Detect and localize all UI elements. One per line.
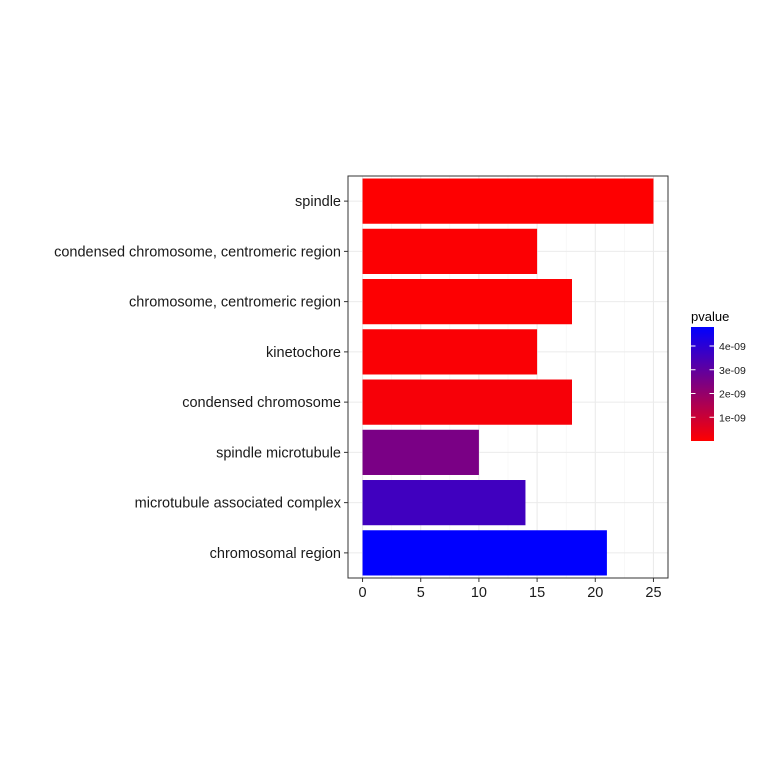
- bar: [362, 228, 538, 274]
- y-tick-label: condensed chromosome, centromeric region: [54, 244, 341, 260]
- legend-title: pvalue: [691, 309, 729, 324]
- y-tick-label: spindle microtubule: [216, 445, 341, 461]
- legend-tick-label: 1e-09: [719, 412, 746, 424]
- bars: [362, 178, 654, 576]
- bar: [362, 429, 479, 475]
- panel-border: [347, 175, 669, 579]
- bar: [362, 279, 572, 325]
- x-tick-label: 5: [417, 585, 425, 601]
- y-tick-label: spindle: [295, 194, 341, 210]
- x-tick-label: 20: [587, 585, 603, 601]
- y-tick-label: condensed chromosome: [182, 395, 341, 411]
- bar: [362, 530, 607, 576]
- legend-colorbar: [691, 327, 714, 441]
- legend-tick-label: 3e-09: [719, 365, 746, 377]
- y-tick-label: microtubule associated complex: [135, 496, 342, 512]
- axes: spindle condensed chromosome, centromeric…: [54, 194, 661, 601]
- bar: [362, 379, 572, 425]
- y-tick-label: chromosome, centromeric region: [129, 295, 341, 311]
- x-tick-label: 25: [645, 585, 661, 601]
- x-tick-label: 10: [471, 585, 487, 601]
- bar: [362, 178, 654, 224]
- x-tick-label: 15: [529, 585, 545, 601]
- bar: [362, 329, 538, 375]
- legend-tick-label: 4e-09: [719, 341, 746, 353]
- legend-tick-label: 2e-09: [719, 389, 746, 401]
- bar: [362, 480, 526, 526]
- legend: pvalue 1e-09 2e-09 3e-09 4e-09: [691, 309, 746, 441]
- y-tick-label: kinetochore: [266, 345, 341, 361]
- y-tick-label: chromosomal region: [210, 546, 341, 562]
- x-tick-label: 0: [359, 585, 367, 601]
